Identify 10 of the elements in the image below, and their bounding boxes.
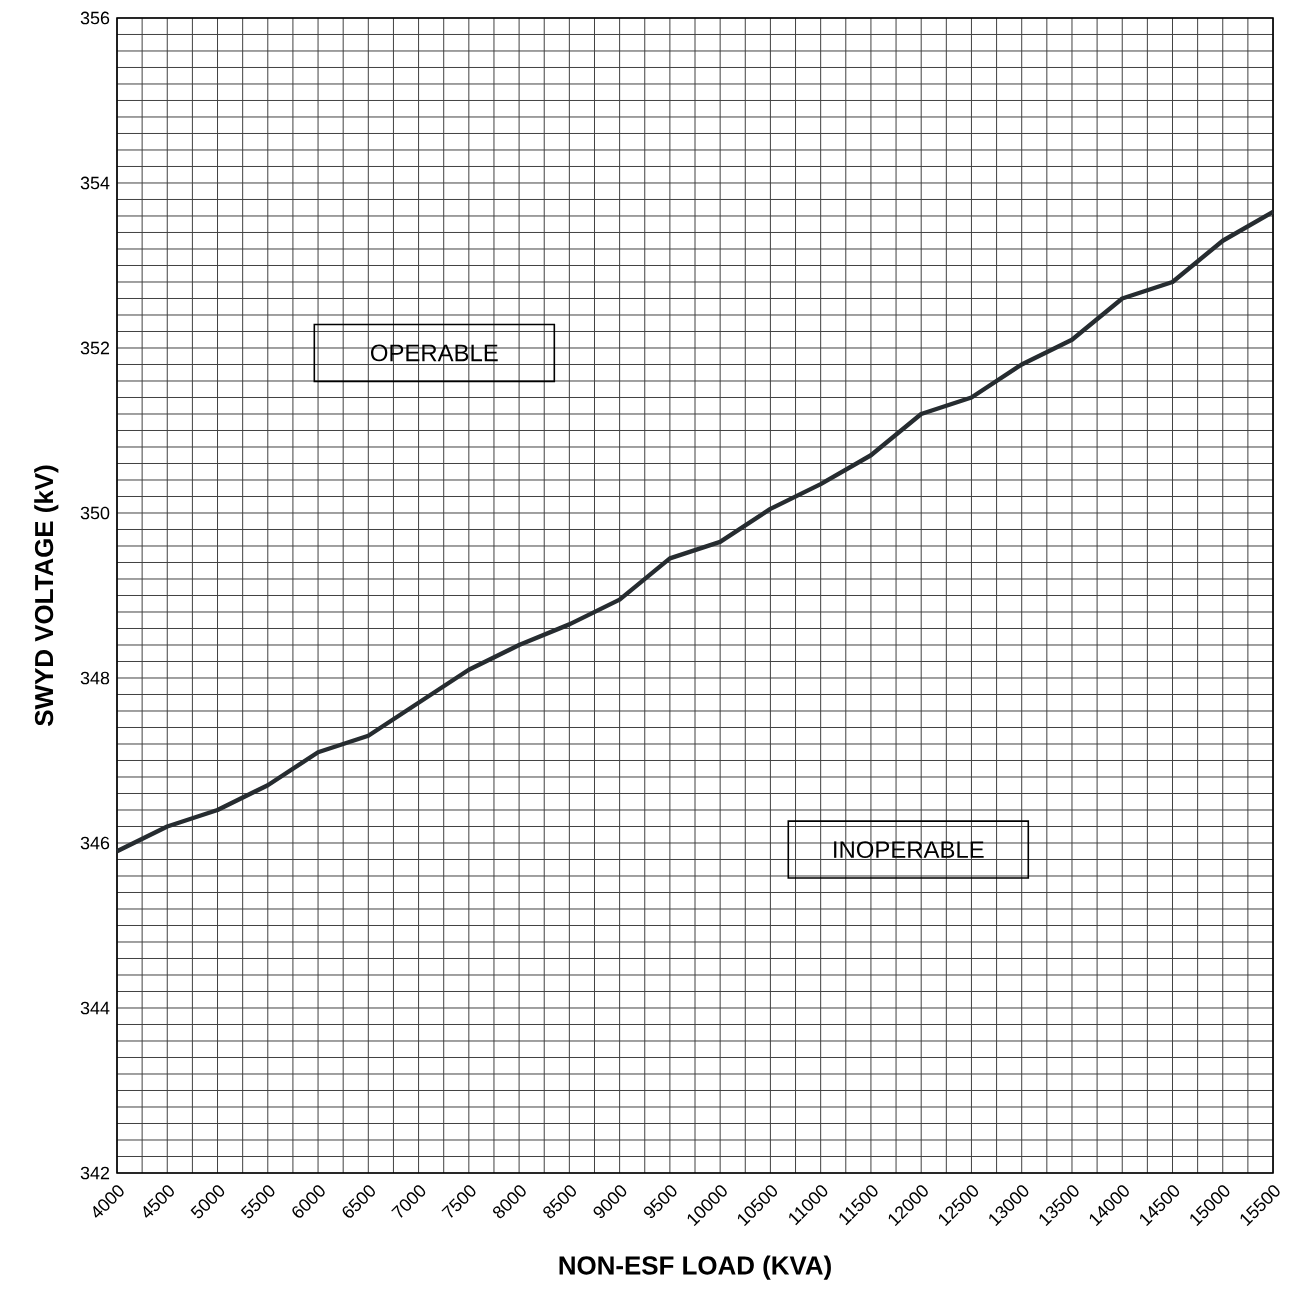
y-tick-label: 348 [80,671,110,685]
y-tick-label: 344 [80,1001,110,1015]
y-tick-label: 350 [80,506,110,520]
y-tick-label: 346 [80,836,110,850]
y-tick-label: 354 [80,176,110,190]
y-tick-label: 356 [80,11,110,25]
x-axis-title: NON-ESF LOAD (KVA) [559,1255,831,1280]
y-tick-label: 352 [80,341,110,355]
y-axis-title: SWYD VOLTAGE (kV) [34,465,59,726]
y-tick-label: 342 [80,1166,110,1180]
